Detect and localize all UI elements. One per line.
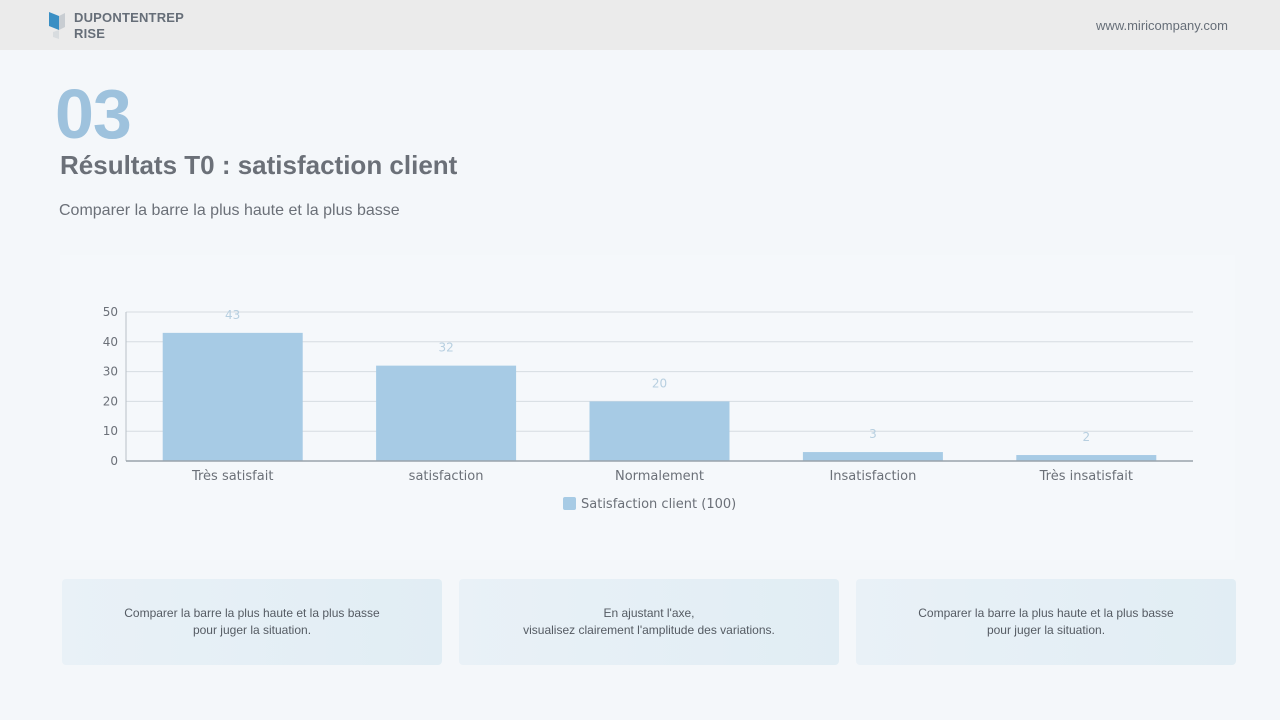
insight-card-3: Comparer la barre la plus haute et la pl…: [856, 579, 1236, 665]
insight-card-1-line2: pour juger la situation.: [192, 623, 312, 637]
chart-panel: 0 10 20 30 40 50 43 Très satisfait 32 satisfactio…: [60, 255, 1235, 560]
data-label: 2: [1082, 430, 1090, 444]
x-tick-label: Normalement: [615, 469, 704, 484]
brand-name: DUPONTENTREP RISE: [74, 10, 194, 42]
legend-label: Satisfaction client (100): [581, 497, 736, 512]
insight-card-2-line1: En ajustant l'axe,: [603, 606, 695, 620]
cube-logo-icon: [49, 12, 65, 39]
bar: [802, 452, 943, 461]
bar: [162, 332, 303, 461]
y-tick-label: 10: [103, 424, 118, 438]
y-tick-label: 20: [103, 394, 118, 408]
data-label: 43: [225, 308, 240, 322]
bar: [1016, 455, 1157, 461]
x-tick-label: Très insatisfait: [1039, 469, 1133, 484]
page-title: Résultats T0 : satisfaction client: [60, 150, 458, 180]
brand-name-line1: DUPONTENTREP: [74, 10, 185, 25]
insight-card-1: Comparer la barre la plus haute et la pl…: [62, 579, 442, 665]
section-number: 03: [55, 75, 132, 153]
data-label: 3: [869, 427, 877, 441]
bar: [589, 401, 730, 461]
insight-card-3-line1: Comparer la barre la plus haute et la pl…: [918, 606, 1174, 620]
site-url[interactable]: www.miricompany.com: [1096, 18, 1228, 33]
x-tick-label: Insatisfaction: [829, 469, 916, 484]
bar: [376, 365, 517, 461]
insight-card-2: En ajustant l'axe, visualisez clairement…: [459, 579, 839, 665]
y-tick-label: 40: [103, 335, 118, 349]
insight-card-2-line2: visualisez clairement l'amplitude des va…: [523, 623, 775, 637]
insight-card-1-line1: Comparer la barre la plus haute et la pl…: [124, 606, 380, 620]
top-bar: DUPONTENTREP RISE www.miricompany.com: [0, 0, 1280, 50]
brand-name-line2: RISE: [74, 26, 106, 41]
data-label: 32: [438, 341, 453, 355]
x-tick-label: Très satisfait: [191, 469, 273, 484]
page-subtitle: Comparer la barre la plus haute et la pl…: [59, 202, 400, 219]
y-tick-label: 0: [110, 454, 118, 468]
brand[interactable]: DUPONTENTREP RISE: [48, 10, 194, 42]
legend-swatch: [563, 497, 576, 510]
y-tick-label: 50: [103, 305, 118, 319]
data-label: 20: [652, 376, 667, 390]
y-tick-label: 30: [103, 365, 118, 379]
x-tick-label: satisfaction: [409, 469, 484, 484]
insight-card-3-line2: pour juger la situation.: [986, 623, 1106, 637]
